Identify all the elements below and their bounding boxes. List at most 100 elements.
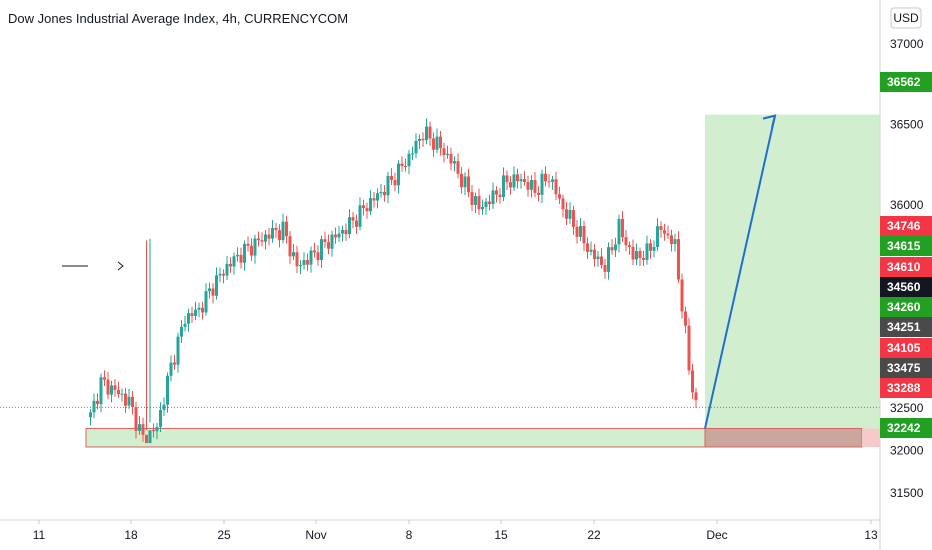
candle[interactable] (166, 372, 169, 413)
candle[interactable] (425, 118, 428, 145)
candle[interactable] (456, 153, 460, 179)
candle[interactable] (285, 215, 288, 244)
candle[interactable] (159, 402, 162, 433)
candle[interactable] (652, 240, 656, 258)
candle[interactable] (400, 156, 404, 172)
candle[interactable] (680, 273, 684, 319)
candle[interactable] (225, 256, 229, 281)
candle[interactable] (274, 222, 278, 238)
candle[interactable] (505, 170, 509, 190)
candle[interactable] (544, 166, 547, 187)
candle[interactable] (551, 175, 554, 190)
candle[interactable] (99, 373, 103, 413)
candle[interactable] (488, 194, 491, 211)
candle[interactable] (561, 194, 565, 218)
candle[interactable] (222, 269, 225, 284)
candle[interactable] (334, 227, 337, 244)
candle[interactable] (348, 209, 351, 239)
candle[interactable] (533, 172, 537, 198)
candle[interactable] (474, 192, 477, 214)
candle[interactable] (481, 199, 484, 215)
candle[interactable] (586, 237, 589, 259)
target-zone[interactable] (705, 114, 880, 429)
candle[interactable] (169, 355, 173, 382)
candle[interactable] (271, 219, 274, 243)
candle[interactable] (320, 235, 323, 269)
candle[interactable] (439, 130, 442, 156)
candle[interactable] (547, 174, 551, 188)
candle[interactable] (684, 306, 687, 334)
candle[interactable] (446, 145, 449, 159)
candle[interactable] (432, 132, 435, 157)
candle[interactable] (337, 225, 341, 243)
candle[interactable] (113, 378, 117, 397)
candle[interactable] (250, 238, 253, 261)
candle[interactable] (379, 183, 383, 198)
candle[interactable] (502, 167, 505, 202)
projection-arrow[interactable] (704, 115, 776, 429)
candle[interactable] (246, 236, 250, 252)
candle[interactable] (152, 423, 155, 438)
candle[interactable] (568, 202, 572, 224)
candle[interactable] (295, 245, 299, 274)
candle[interactable] (614, 237, 617, 257)
candle[interactable] (628, 241, 631, 255)
candle[interactable] (127, 388, 131, 409)
candle[interactable] (176, 332, 180, 373)
candle[interactable] (145, 240, 148, 444)
currency-box[interactable]: USD (890, 7, 922, 29)
candle[interactable] (117, 381, 120, 399)
candle[interactable] (330, 230, 334, 257)
candle[interactable] (516, 168, 519, 189)
candle[interactable] (677, 231, 680, 284)
candle[interactable] (673, 233, 677, 252)
candle[interactable] (365, 202, 369, 219)
candle[interactable] (138, 416, 141, 435)
candle[interactable] (96, 393, 99, 410)
candle[interactable] (288, 230, 292, 264)
candle[interactable] (341, 225, 344, 242)
candle[interactable] (124, 387, 127, 413)
candle[interactable] (344, 223, 348, 241)
candle[interactable] (575, 220, 579, 244)
candle[interactable] (383, 185, 386, 202)
candle[interactable] (313, 242, 316, 258)
candle[interactable] (607, 242, 610, 280)
candle[interactable] (155, 422, 159, 440)
candle[interactable] (362, 199, 365, 216)
candle[interactable] (197, 302, 201, 318)
candle[interactable] (183, 315, 187, 332)
candle[interactable] (589, 241, 593, 256)
candle[interactable] (215, 267, 218, 300)
candle[interactable] (467, 168, 470, 198)
candle[interactable] (351, 212, 355, 229)
candle[interactable] (397, 160, 400, 194)
candle[interactable] (554, 171, 558, 200)
candle[interactable] (131, 390, 134, 415)
candle[interactable] (491, 182, 495, 209)
candle[interactable] (376, 188, 379, 209)
candle[interactable] (302, 252, 306, 270)
candle[interactable] (638, 247, 642, 267)
candle[interactable] (579, 218, 582, 242)
candle[interactable] (309, 246, 313, 273)
candle[interactable] (540, 169, 544, 203)
candle[interactable] (519, 173, 523, 189)
candle[interactable] (386, 171, 390, 204)
candle[interactable] (218, 267, 222, 283)
candle[interactable] (267, 228, 271, 246)
candle[interactable] (414, 133, 418, 159)
candle[interactable] (582, 221, 586, 252)
candle[interactable] (232, 252, 236, 275)
candle[interactable] (523, 171, 526, 186)
candle[interactable] (393, 172, 397, 192)
candle[interactable] (264, 230, 267, 250)
candle[interactable] (470, 184, 474, 211)
candle[interactable] (526, 175, 530, 197)
candle[interactable] (509, 176, 512, 195)
candle[interactable] (134, 401, 138, 439)
candle[interactable] (610, 239, 614, 255)
candle[interactable] (281, 213, 285, 244)
candle[interactable] (369, 190, 372, 215)
candle[interactable] (327, 234, 330, 255)
